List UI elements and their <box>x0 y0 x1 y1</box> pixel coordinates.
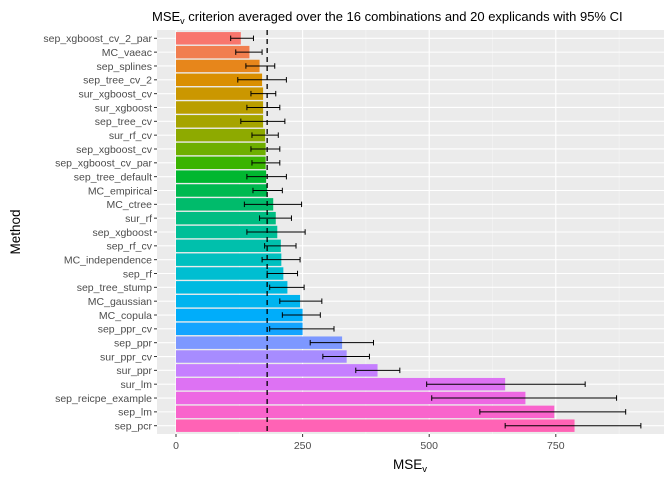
y-tick-label: sep_reicpe_example <box>55 393 152 405</box>
y-tick-label: MC_ctree <box>106 199 152 211</box>
bar <box>176 405 555 419</box>
y-tick-label: sur_xgboost_cv <box>78 88 152 100</box>
bar <box>176 115 264 128</box>
y-tick-label: sur_rf <box>125 213 152 225</box>
bar <box>176 294 301 308</box>
y-tick-label: sep_xgboost_cv <box>76 144 153 156</box>
y-tick-label: sep_splines <box>97 61 152 73</box>
chart-title-subscript: v <box>180 16 185 26</box>
chart-title: MSEv criterion averaged over the 16 comb… <box>152 9 623 26</box>
bar <box>176 377 506 391</box>
bar <box>176 308 303 322</box>
y-tick-label: sep_rf <box>123 268 152 280</box>
bar <box>176 198 274 211</box>
y-axis-ticks: sep_xgboost_cv_2_par MC_vaeac sep_spliness… <box>43 33 157 432</box>
bar <box>176 73 263 87</box>
y-tick-label: sep_tree_cv <box>95 116 153 128</box>
y-tick-label: sur_xgboost <box>95 102 152 114</box>
bar <box>176 156 266 170</box>
y-tick-label: MC_copula <box>99 310 152 322</box>
bar <box>176 59 260 73</box>
bar <box>176 184 268 197</box>
y-tick-label: MC_gaussian <box>88 296 152 308</box>
x-tick-label: 0 <box>173 440 179 452</box>
bar <box>176 170 267 183</box>
x-tick-label: 500 <box>420 440 438 452</box>
bar <box>176 391 526 405</box>
y-tick-label: sep_pcr <box>115 420 153 432</box>
bar <box>176 101 264 114</box>
y-tick-label: sep_xgboost <box>92 227 152 239</box>
y-tick-label: MC_vaeac <box>102 47 152 59</box>
y-tick-label: MC_independence <box>64 254 152 266</box>
bar <box>176 211 276 225</box>
bar <box>176 322 303 336</box>
x-tick-label: 750 <box>547 440 565 452</box>
bar <box>176 142 266 156</box>
y-tick-label: sep_ppr <box>114 337 152 349</box>
y-tick-label: sep_tree_stump <box>77 282 152 294</box>
x-tick-label: 250 <box>294 440 312 452</box>
bar <box>176 128 266 142</box>
bar <box>176 239 281 253</box>
y-tick-label: sep_xgboost_cv_par <box>55 158 152 170</box>
bar <box>176 350 347 363</box>
y-tick-label: sep_rf_cv <box>106 241 152 253</box>
bar <box>176 281 288 294</box>
chart-title-rest: criterion averaged over the 16 combinati… <box>185 9 623 24</box>
x-axis-ticks: 0 250 500 750 <box>173 434 565 452</box>
bar <box>176 267 284 280</box>
x-axis-title-main: MSE <box>393 457 422 472</box>
bars <box>176 32 575 432</box>
y-tick-label: sur_rf_cv <box>109 130 153 142</box>
bar <box>176 419 575 432</box>
bar <box>176 32 241 45</box>
y-tick-label: sep_tree_default <box>74 171 152 183</box>
bar <box>176 225 278 239</box>
bar <box>176 364 378 377</box>
y-tick-label: sep_xgboost_cv_2_par <box>43 33 152 45</box>
bar <box>176 336 343 349</box>
bar <box>176 87 264 100</box>
bar <box>176 253 282 266</box>
y-tick-label: sur_ppr_cv <box>100 351 153 363</box>
y-tick-label: sur_ppr <box>116 365 152 377</box>
y-tick-label: sep_lm <box>118 407 152 419</box>
chart-title-main: MSE <box>152 9 181 24</box>
y-tick-label: sep_ppr_cv <box>98 324 153 336</box>
y-tick-label: sep_tree_cv_2 <box>83 75 152 87</box>
x-axis-title: MSEv <box>393 457 427 475</box>
bar <box>176 45 250 59</box>
y-tick-label: sur_lm <box>120 379 152 391</box>
y-axis-title: Method <box>8 209 23 254</box>
x-axis-title-subscript: v <box>422 464 427 475</box>
error-bars <box>230 35 642 429</box>
y-tick-label: MC_empirical <box>88 185 152 197</box>
